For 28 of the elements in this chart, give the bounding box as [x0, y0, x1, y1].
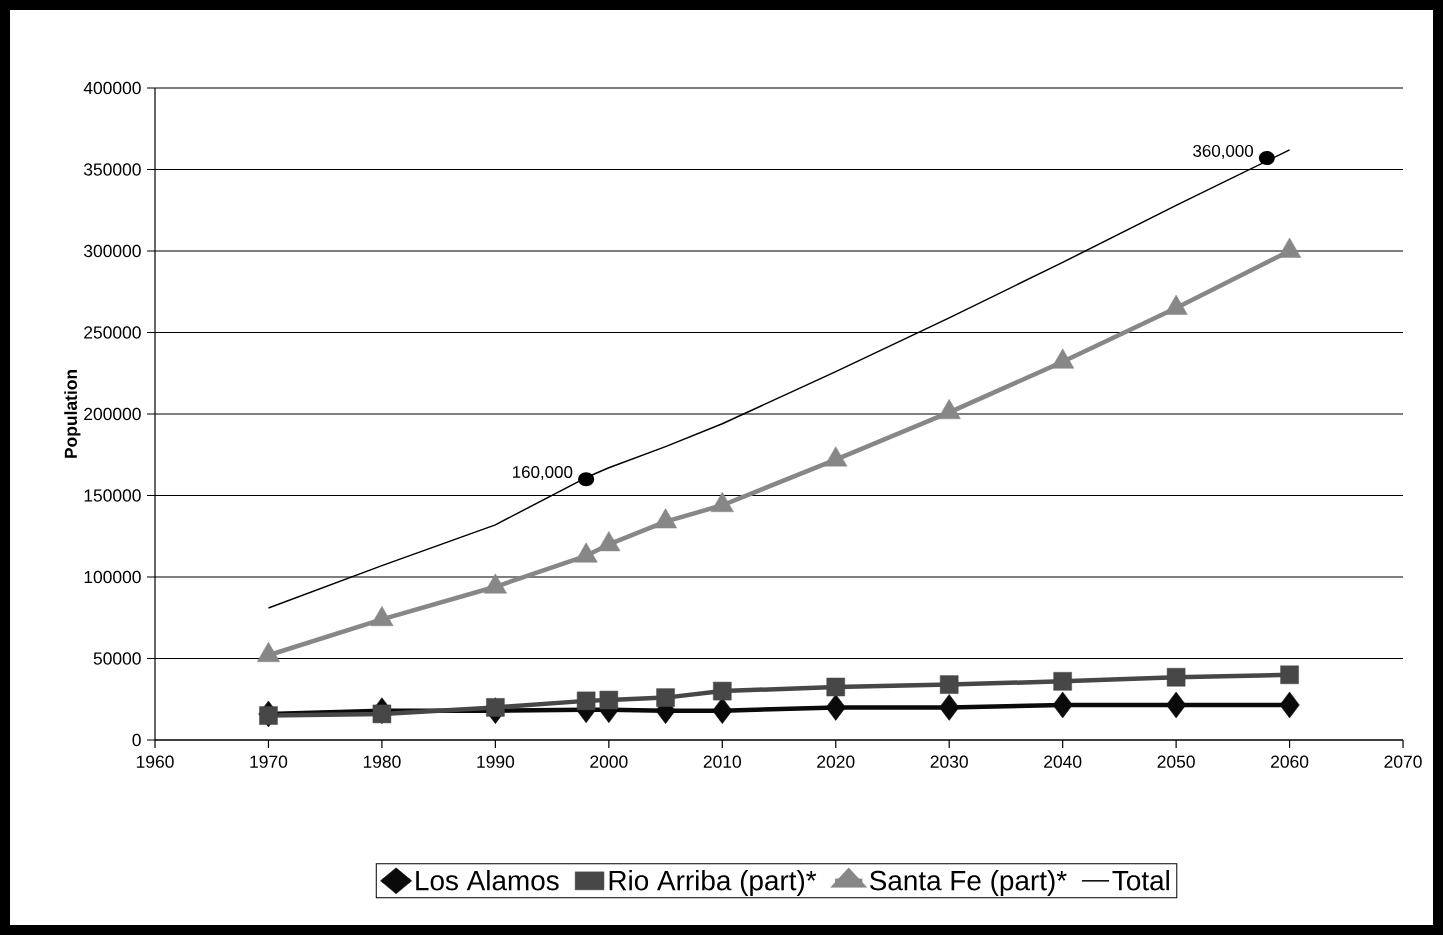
y-tick-label: 350000	[83, 163, 141, 176]
legend-label: Total	[1112, 869, 1169, 891]
x-tick-label: 2040	[1044, 755, 1082, 768]
annotation: 360,000	[1193, 144, 1254, 159]
y-tick-label: 250000	[84, 326, 141, 339]
x-tick-label: 2010	[703, 755, 741, 768]
y-tick-label: 50000	[93, 652, 141, 665]
x-tick-label: 2000	[590, 755, 628, 768]
x-tick-label: 2030	[930, 755, 968, 768]
x-tick-label: 2020	[817, 755, 855, 768]
legend-label: Santa Fe (part)*	[869, 869, 1067, 896]
x-tick-label: 2050	[1157, 755, 1195, 768]
legend-label: Rio Arriba (part)*	[609, 869, 817, 896]
y-tick-label: 100000	[84, 570, 141, 584]
x-tick-label: 1960	[136, 755, 174, 768]
y-tick-label: 200000	[84, 407, 141, 421]
annotation: 160,000	[513, 466, 573, 480]
x-tick-label: 2070	[1384, 755, 1422, 768]
y-tick-label: 400000	[83, 81, 141, 95]
y-tick-label: 150000	[84, 489, 141, 502]
y-tick-label: 300000	[83, 244, 141, 258]
x-tick-label: 1970	[250, 755, 288, 768]
x-tick-label: 1980	[363, 755, 401, 768]
x-tick-label: 1990	[477, 755, 515, 768]
x-tick-label: 2060	[1271, 755, 1309, 768]
y-axis-title: Population	[64, 370, 81, 458]
y-tick-label: 0	[132, 733, 141, 747]
legend-label: Los Alamos	[416, 869, 559, 891]
